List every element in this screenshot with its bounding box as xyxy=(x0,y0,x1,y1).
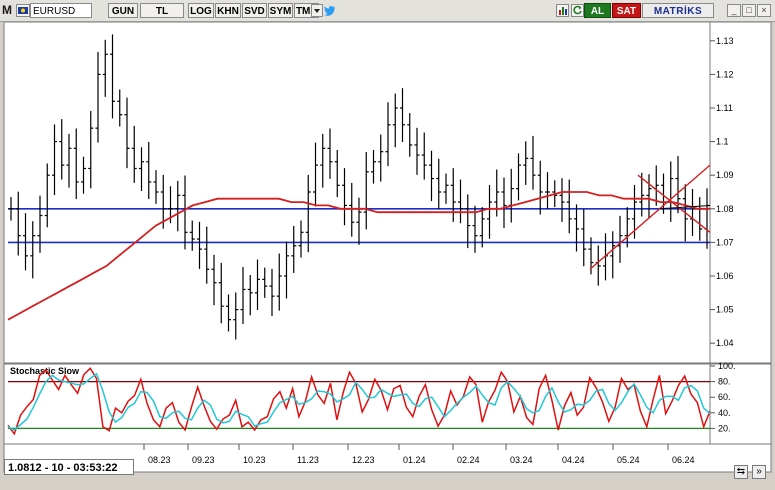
button-sym[interactable]: SYM xyxy=(268,3,293,18)
button-log[interactable]: LOG xyxy=(188,3,214,18)
twitter-icon[interactable] xyxy=(324,5,336,16)
matriks-brand: MATRİKS xyxy=(642,3,714,18)
dropdown-arrow-icon[interactable] xyxy=(311,4,323,17)
price-tick-label: 1.1 xyxy=(716,137,729,147)
time-tick-label: 06.24 xyxy=(672,455,695,465)
stochastic-tick-label: 60. xyxy=(718,392,731,402)
price-readout: 1.0812 - 10 - 03:53:22 xyxy=(4,459,134,475)
price-tick-label: 1.07 xyxy=(716,237,734,247)
price-tick-label: 1.12 xyxy=(716,69,734,79)
arrow-right-icon[interactable]: » xyxy=(752,465,766,479)
price-tick-label: 1.08 xyxy=(716,204,734,214)
stochastic-tick-label: 100. xyxy=(718,361,736,371)
time-tick-label: 02.24 xyxy=(457,455,480,465)
minimize-icon[interactable]: _ xyxy=(727,4,741,17)
price-chart[interactable]: 1.13 1.12 1.11 1.1 1.09 1.08 1.07 1.06 1.05 1.04 1… xyxy=(0,22,775,490)
price-tick-label: 1.05 xyxy=(716,305,734,315)
stochastic-panel xyxy=(3,363,772,445)
moving-average-line xyxy=(7,191,710,321)
time-tick-label: 09.23 xyxy=(192,455,215,465)
trendline-flat xyxy=(659,204,711,210)
time-tick-label: 12.23 xyxy=(352,455,375,465)
time-tick-label: 10.23 xyxy=(243,455,266,465)
stochastic-tick-label: 40. xyxy=(718,408,731,418)
trendline-down xyxy=(637,174,711,233)
flag-icon[interactable] xyxy=(16,4,30,17)
button-gun[interactable]: GUN xyxy=(108,3,138,18)
stochastic-d-line xyxy=(7,372,711,431)
price-tick-label: 1.11 xyxy=(716,103,733,113)
chart-icon[interactable] xyxy=(556,4,569,17)
time-tick-label: 03.24 xyxy=(510,455,533,465)
chart-area: 1.13 1.12 1.11 1.1 1.09 1.08 1.07 1.06 1.05 1.04 1… xyxy=(0,22,775,490)
stochastic-k-line xyxy=(7,367,711,436)
button-tl[interactable]: TL xyxy=(140,3,184,18)
price-tick-label: 1.06 xyxy=(716,271,734,281)
sell-button[interactable]: SAT xyxy=(612,3,641,18)
stochastic-tick-label: 20. xyxy=(718,423,731,433)
stochastic-tick-label: 80. xyxy=(718,377,731,387)
price-panel xyxy=(3,22,772,364)
buy-button[interactable]: AL xyxy=(584,3,611,18)
button-svd[interactable]: SVD xyxy=(242,3,267,18)
sync-icon[interactable]: ⇆ xyxy=(734,465,748,479)
symbol-field[interactable]: EURUSD xyxy=(30,3,92,18)
refresh-icon[interactable] xyxy=(571,4,584,17)
time-tick-label: 05.24 xyxy=(617,455,640,465)
time-tick-label: 08.23 xyxy=(148,455,171,465)
time-tick-label: 01.24 xyxy=(403,455,426,465)
matriks-m-logo: M xyxy=(2,3,12,17)
button-khn[interactable]: KHN xyxy=(215,3,241,18)
maximize-icon[interactable]: □ xyxy=(742,4,756,17)
price-tick-label: 1.09 xyxy=(716,170,734,180)
close-icon[interactable]: × xyxy=(757,4,771,17)
time-tick-label: 04.24 xyxy=(562,455,585,465)
price-tick-label: 1.04 xyxy=(716,338,734,348)
trendline-up xyxy=(589,164,711,270)
price-tick-label: 1.13 xyxy=(716,36,734,46)
time-axis-panel xyxy=(3,443,772,473)
toolbar: M EURUSD GUN TL LOG KHN SVD SYM TMP AL S… xyxy=(0,0,775,22)
time-tick-label: 11.23 xyxy=(297,455,319,465)
